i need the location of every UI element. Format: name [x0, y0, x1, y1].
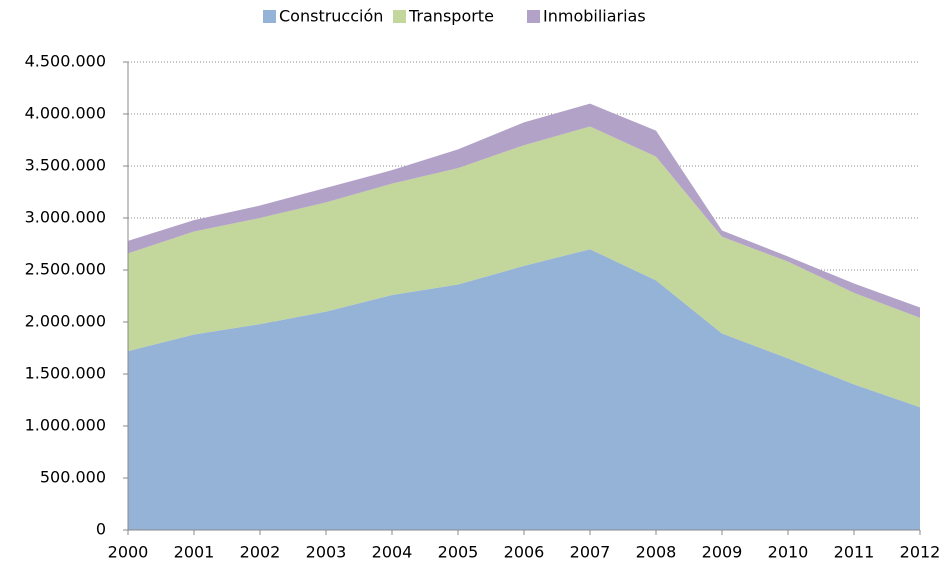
y-tick-label: 3.000.000: [25, 208, 106, 227]
x-tick-label: 2000: [108, 543, 149, 562]
y-tick-label: 1.500.000: [25, 364, 106, 383]
legend-label: Construcción: [279, 7, 383, 26]
y-tick-label: 4.000.000: [25, 104, 106, 123]
y-tick-label: 0: [96, 520, 106, 539]
x-tick-label: 2003: [306, 543, 347, 562]
x-tick-label: 2005: [438, 543, 479, 562]
x-tick-label: 2004: [372, 543, 413, 562]
x-tick-label: 2009: [702, 543, 743, 562]
y-tick-label: 2.500.000: [25, 260, 106, 279]
area: [128, 103, 920, 318]
y-tick-label: 2.000.000: [25, 312, 106, 331]
x-tick-label: 2006: [504, 543, 545, 562]
y-tick-label: 1.000.000: [25, 416, 106, 435]
area: [128, 249, 920, 530]
legend-swatch: [393, 10, 406, 23]
legend-swatch: [263, 10, 276, 23]
x-tick-label: 2001: [174, 543, 215, 562]
x-tick-label: 2012: [900, 543, 941, 562]
area: [128, 126, 920, 408]
x-tick-label: 2007: [570, 543, 611, 562]
y-tick-label: 500.000: [40, 468, 106, 487]
x-tick-label: 2002: [240, 543, 281, 562]
x-tick-label: 2011: [834, 543, 875, 562]
x-tick-label: 2010: [768, 543, 809, 562]
legend-swatch: [527, 10, 540, 23]
legend-label: Transporte: [408, 7, 494, 26]
y-tick-label: 4.500.000: [25, 52, 106, 71]
legend-label: Inmobiliarias: [543, 7, 646, 26]
y-tick-label: 3.500.000: [25, 156, 106, 175]
x-tick-label: 2008: [636, 543, 677, 562]
